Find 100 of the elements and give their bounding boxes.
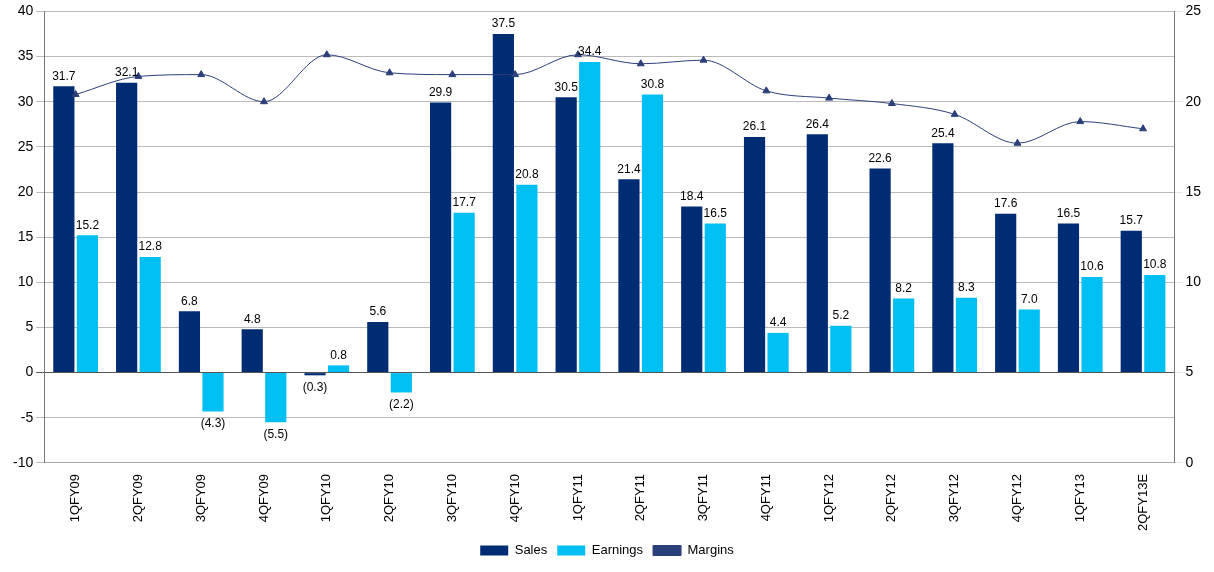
bar — [178, 311, 201, 373]
x-tick-label: 3QFY09 — [192, 473, 208, 523]
data-label: 30.8 — [640, 76, 665, 91]
x-tick-label: 2QFY09 — [130, 473, 145, 523]
point — [511, 70, 520, 78]
y-tick-label: -10 — [13, 453, 34, 470]
legend-label: Margins — [687, 542, 735, 558]
y2-tick-label: 0 — [1185, 453, 1194, 470]
bar — [116, 82, 138, 373]
legend-label: Sales — [514, 542, 548, 558]
data-label: (0.3) — [302, 379, 328, 394]
bar — [453, 212, 475, 373]
bar — [53, 86, 75, 373]
y2-tick-label: 20 — [1185, 92, 1202, 109]
data-label: 5.6 — [369, 304, 387, 319]
point — [762, 86, 771, 94]
data-label: 10.8 — [1143, 257, 1167, 272]
x-tick-label: 4QFY11 — [757, 473, 773, 522]
bar — [202, 373, 224, 412]
data-label: 8.2 — [895, 280, 913, 295]
bar — [618, 179, 640, 373]
point — [1139, 124, 1147, 132]
point — [260, 97, 268, 105]
x-tick-label: 3QFY11 — [695, 473, 711, 522]
data-label: (4.3) — [200, 415, 226, 430]
point — [825, 93, 834, 101]
data-label: 29.9 — [428, 84, 453, 99]
data-label: 6.8 — [181, 293, 199, 308]
point — [1013, 138, 1022, 146]
bar — [1120, 230, 1142, 373]
x-tick-label: 4QFY12 — [1009, 473, 1025, 523]
y-tick-label: 25 — [17, 137, 34, 154]
y2-tick-label: 5 — [1185, 363, 1194, 380]
x-tick-label: 1QFY09 — [67, 473, 83, 523]
bar — [1144, 275, 1166, 373]
legend-label: Earnings — [591, 542, 644, 558]
data-label: 17.7 — [452, 195, 477, 210]
bar — [1057, 223, 1080, 373]
y-tick-label: 0 — [25, 363, 34, 380]
x-tick-label: 2QFY12 — [883, 473, 899, 523]
data-label: 31.7 — [52, 68, 76, 83]
data-label: 34.4 — [578, 44, 602, 59]
bar — [932, 143, 954, 373]
bar — [516, 184, 538, 373]
bar — [704, 223, 726, 373]
x-tick-label: 1QFY12 — [820, 473, 836, 523]
x-tick-label: 3QFY12 — [946, 473, 962, 523]
point — [448, 70, 457, 78]
y-tick-label: -5 — [20, 408, 34, 425]
point — [1076, 117, 1085, 125]
bar — [390, 373, 412, 393]
bar — [869, 168, 891, 373]
bar — [265, 373, 287, 423]
x-tick-label: 2QFY13E — [1134, 473, 1150, 532]
bar — [367, 322, 389, 373]
y-tick-label: 5 — [25, 318, 34, 335]
data-label: 10.6 — [1080, 259, 1105, 274]
bar — [743, 136, 766, 373]
point — [636, 59, 645, 67]
x-tick-label: 3QFY10 — [443, 473, 459, 523]
bar — [1081, 276, 1103, 373]
y-tick-label: 20 — [17, 182, 34, 199]
bar — [579, 61, 601, 373]
bar — [893, 298, 915, 373]
bar — [304, 373, 326, 376]
bar — [681, 206, 703, 373]
data-label: (5.5) — [263, 426, 289, 441]
data-label: 20.8 — [515, 167, 539, 182]
bar — [327, 365, 350, 373]
y2-tick-label: 15 — [1185, 182, 1202, 199]
x-tick-label: 1QFY10 — [318, 473, 334, 523]
data-label: 16.5 — [703, 205, 728, 220]
x-tick-label: 2QFY10 — [381, 473, 397, 523]
x-tick-label: 2QFY11 — [632, 473, 648, 522]
data-label: 26.4 — [805, 116, 830, 131]
bar — [641, 94, 664, 373]
point — [197, 70, 206, 78]
bar — [806, 134, 828, 373]
y-tick-label: 30 — [17, 92, 34, 109]
point — [322, 50, 331, 58]
bar — [767, 332, 789, 373]
y2-tick-label: 10 — [1185, 273, 1202, 290]
data-label: 7.0 — [1020, 291, 1038, 306]
data-label: 5.2 — [832, 307, 850, 322]
data-label: 30.5 — [554, 79, 579, 94]
data-label: 17.6 — [994, 195, 1018, 210]
y-tick-label: 15 — [17, 228, 34, 245]
bar — [555, 97, 577, 373]
data-label: 22.6 — [868, 150, 893, 165]
data-label: 4.4 — [769, 315, 787, 330]
bar — [995, 213, 1017, 373]
data-label: 15.7 — [1119, 213, 1144, 228]
y-tick-label: 35 — [17, 47, 34, 64]
data-label: 15.2 — [75, 217, 100, 232]
point — [950, 109, 959, 117]
x-tick-label: 1QFY11 — [569, 473, 585, 522]
data-label: (2.2) — [389, 396, 414, 411]
bar — [492, 33, 514, 373]
x-tick-label: 4QFY10 — [506, 473, 522, 523]
y-tick-label: 10 — [17, 273, 34, 290]
